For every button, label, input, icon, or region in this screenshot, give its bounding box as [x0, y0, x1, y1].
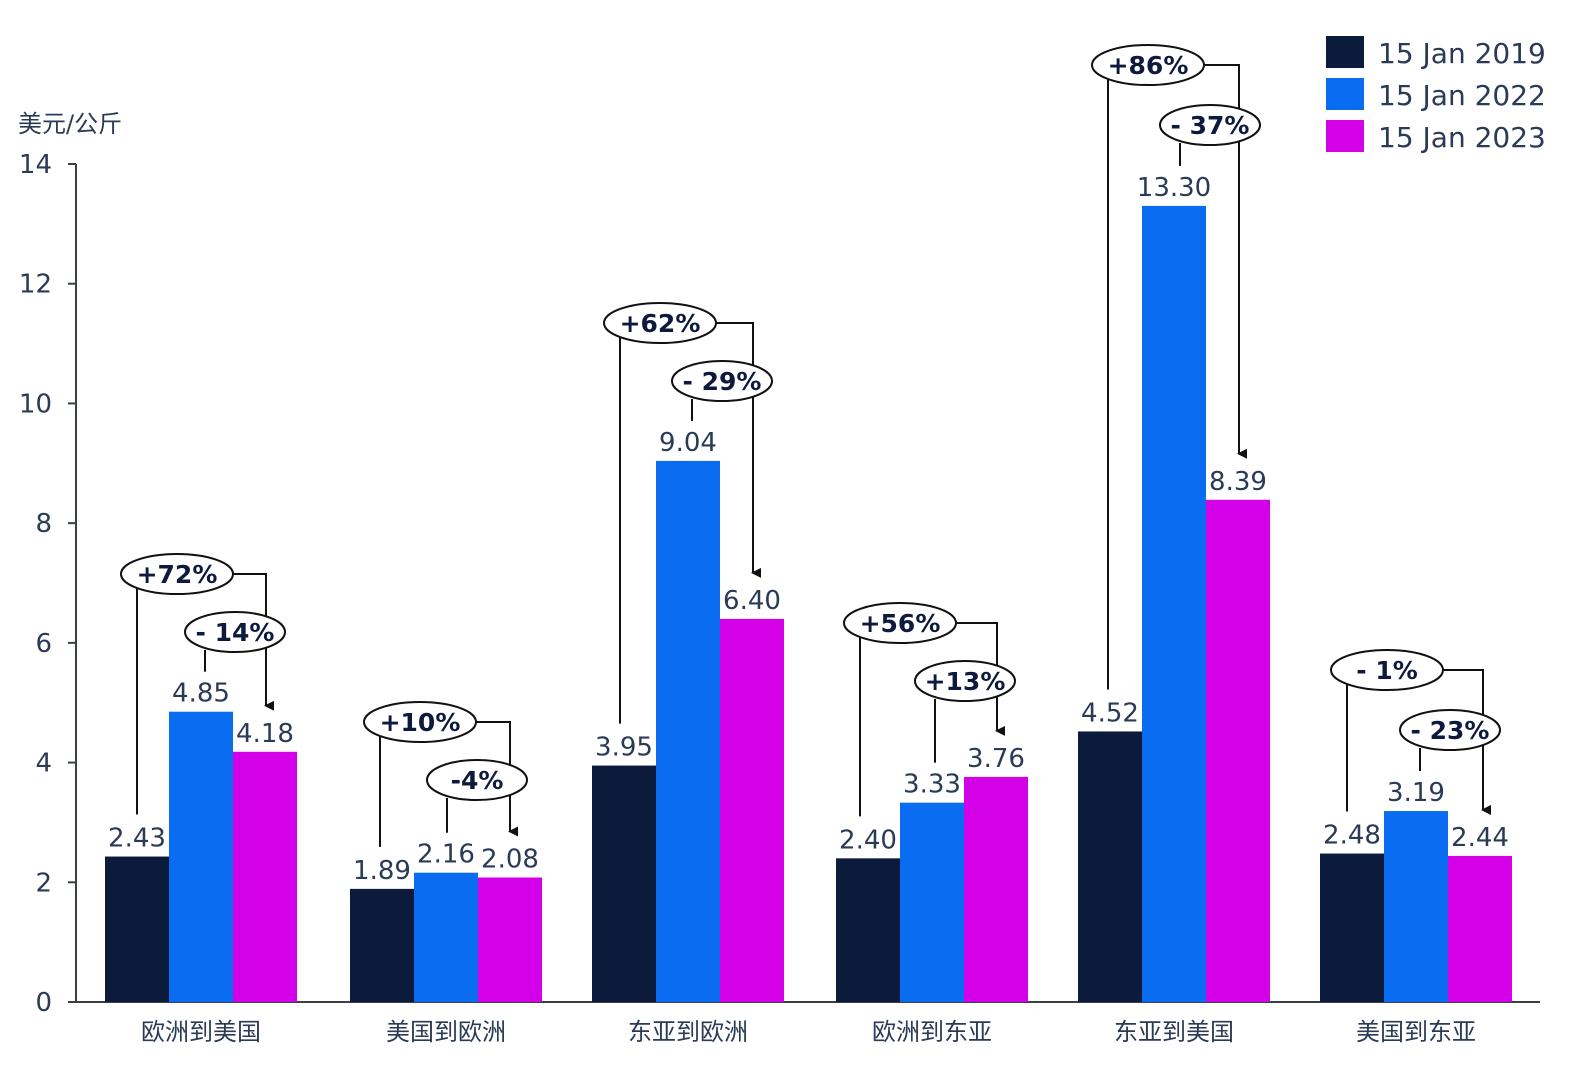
annotation-bubble [426, 759, 528, 801]
bar-value-label: 2.44 [1451, 823, 1509, 853]
legend-swatch [1326, 36, 1364, 68]
bars [105, 205, 1512, 1002]
bar [105, 856, 169, 1002]
category-label: 美国到欧洲 [386, 1018, 506, 1046]
annotation-arrow [716, 322, 761, 578]
legend-swatch [1326, 120, 1364, 152]
bar-value-label: 2.40 [839, 825, 897, 855]
category-label: 欧洲到东亚 [872, 1018, 992, 1046]
y-tick-label: 0 [35, 988, 52, 1018]
legend-swatch [1326, 78, 1364, 110]
axes: 0 2 4 6 8 10 12 14 [19, 150, 1540, 1018]
annotation-change-2022-2023: +13% [925, 667, 1006, 696]
category-label: 欧洲到美国 [141, 1018, 261, 1046]
annotation-change-2019-2022: +62% [620, 309, 701, 338]
bar [1206, 499, 1270, 1002]
bar-value-label: 13.30 [1137, 173, 1211, 203]
bar [720, 618, 784, 1002]
annotation-change-2019-2022: +56% [860, 609, 941, 638]
annotation-change-2022-2023: - 23% [1411, 716, 1490, 745]
category-label: 东亚到美国 [1114, 1018, 1234, 1046]
change-annotation: +86% - 37% [1091, 44, 1261, 690]
annotation-bubble [1330, 649, 1444, 691]
bar-value-label: 3.33 [903, 770, 961, 800]
legend-label: 15 Jan 2019 [1378, 37, 1546, 70]
annotation-bubble [184, 611, 286, 653]
bar [656, 460, 720, 1002]
y-tick-label: 10 [19, 389, 52, 419]
annotation-bubble [843, 602, 957, 644]
y-tick-label: 8 [35, 509, 52, 539]
bar [964, 776, 1028, 1002]
legend-label: 15 Jan 2023 [1378, 121, 1546, 154]
change-annotation: +72% - 14% [120, 553, 286, 815]
annotation-arrow [1443, 669, 1491, 815]
bar [836, 858, 900, 1002]
y-tick-label: 6 [35, 629, 52, 659]
annotation-arrow [233, 573, 274, 711]
bar [1384, 811, 1448, 1002]
bar [1142, 205, 1206, 1002]
annotation-change-2019-2022: +86% [1108, 51, 1189, 80]
bar-value-label: 2.08 [481, 844, 539, 874]
bar [478, 877, 542, 1002]
bar-value-label: 4.18 [236, 719, 294, 749]
change-annotation: +56% +13% [843, 602, 1016, 817]
annotation-bubble [1159, 104, 1261, 146]
category-labels: 欧洲到美国 美国到欧洲 东亚到欧洲 欧洲到东亚 东亚到美国 美国到东亚 [141, 1018, 1476, 1046]
bar [414, 872, 478, 1002]
y-tick-label: 12 [19, 270, 52, 300]
bar [169, 711, 233, 1002]
bar-value-label: 2.43 [108, 824, 166, 854]
annotation-change-2022-2023: - 37% [1171, 111, 1250, 140]
annotation-arrow [1204, 64, 1247, 459]
annotation-bubble [1399, 709, 1501, 751]
change-annotation: +62% - 29% [603, 302, 773, 724]
y-tick-label: 14 [19, 150, 52, 180]
bar [900, 802, 964, 1002]
legend-label: 15 Jan 2022 [1378, 79, 1546, 112]
bar [1078, 731, 1142, 1002]
annotations: +72% - 14% +10% -4% +62% - 29% +56% +13% +86% - 3… [120, 44, 1501, 847]
value-labels: 2.43 1.89 3.95 2.40 4.52 2.48 4.85 2.16 9.04 3.33… [108, 173, 1509, 886]
annotation-bubble [1091, 44, 1205, 86]
bar-value-label: 3.95 [595, 733, 653, 763]
bar [233, 751, 297, 1002]
bar [350, 888, 414, 1002]
bar [1320, 853, 1384, 1002]
change-annotation: - 1% - 23% [1330, 649, 1501, 815]
annotation-change-2022-2023: - 14% [196, 618, 275, 647]
annotation-bubble [671, 360, 773, 402]
bar [1448, 855, 1512, 1002]
annotation-change-2019-2022: - 1% [1356, 656, 1418, 685]
bar-value-label: 8.39 [1209, 467, 1267, 497]
bar-value-label: 1.89 [353, 856, 411, 886]
annotation-bubble [914, 660, 1016, 702]
category-label: 美国到东亚 [1356, 1018, 1476, 1046]
y-tick-label: 4 [35, 749, 52, 779]
annotation-change-2019-2022: +72% [137, 560, 218, 589]
bar-value-label: 2.16 [417, 840, 475, 870]
bar-value-label: 6.40 [723, 586, 781, 616]
y-tick-label: 2 [35, 868, 52, 898]
annotation-bubble [603, 302, 717, 344]
bar [592, 765, 656, 1002]
annotation-change-2022-2023: -4% [451, 766, 504, 795]
annotation-change-2019-2022: +10% [380, 708, 461, 737]
legend: 15 Jan 2019 15 Jan 2022 15 Jan 2023 [1326, 36, 1546, 154]
bar-value-label: 2.48 [1323, 821, 1381, 851]
y-axis-title: 美元/公斤 [18, 110, 122, 138]
bar-value-label: 4.85 [172, 679, 230, 709]
annotation-bubble [363, 701, 477, 743]
bar-value-label: 3.19 [1387, 778, 1445, 808]
bar-value-label: 4.52 [1081, 698, 1139, 728]
annotation-change-2022-2023: - 29% [683, 367, 762, 396]
annotation-bubble [120, 553, 234, 595]
bar-value-label: 3.76 [967, 744, 1025, 774]
bar-value-label: 9.04 [659, 428, 717, 458]
category-label: 东亚到欧洲 [628, 1018, 748, 1046]
change-annotation: +10% -4% [363, 701, 528, 847]
